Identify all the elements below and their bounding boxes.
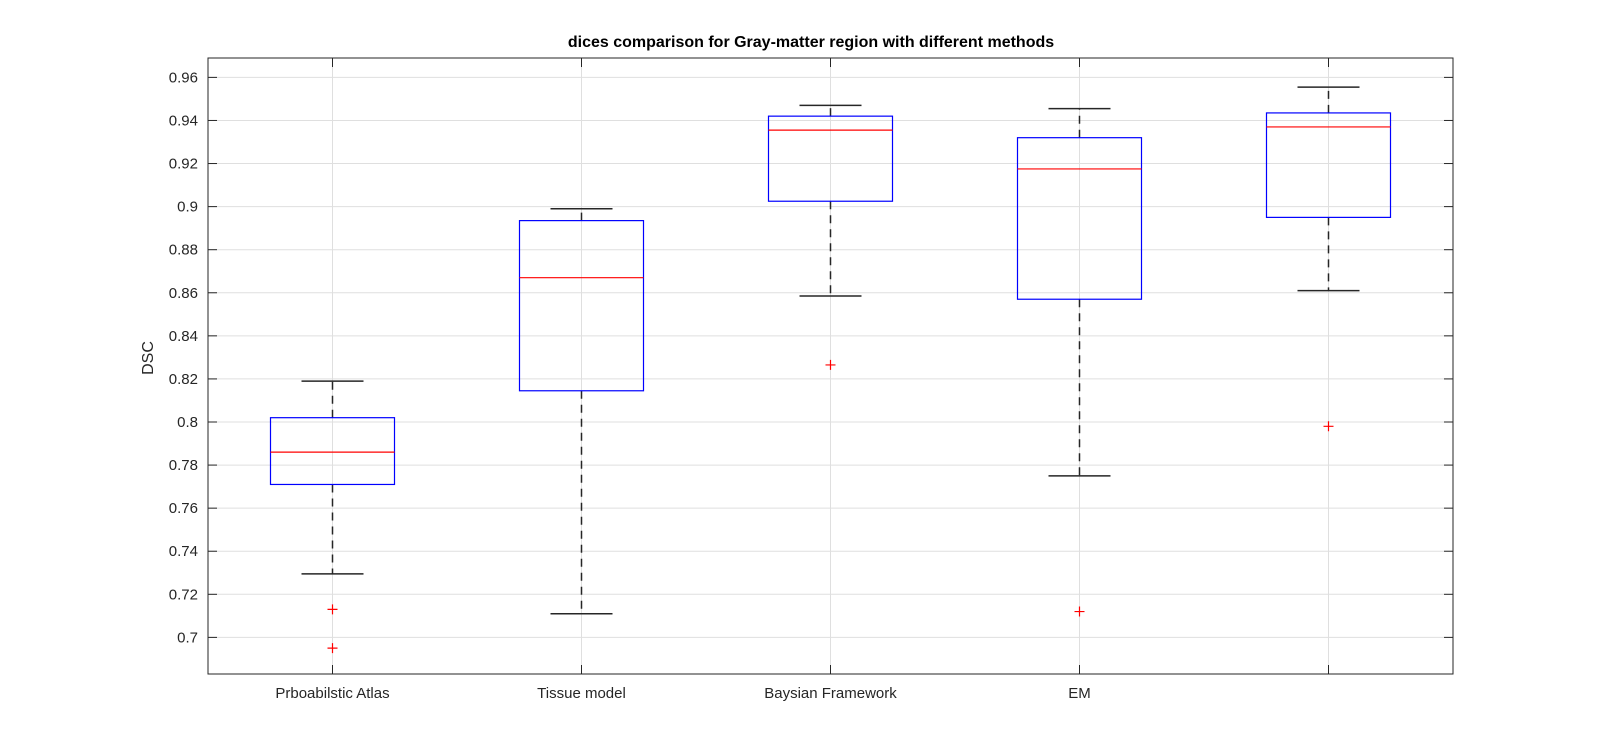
y-tick-label: 0.86	[169, 285, 198, 302]
x-tick-label: Baysian Framework	[764, 685, 897, 702]
box-layer	[269, 86, 1392, 654]
box-group	[269, 380, 396, 654]
outlier-marker	[1074, 606, 1085, 617]
box-group	[767, 104, 894, 370]
box-group	[1265, 86, 1392, 432]
tick-layer: 0.7 0.72 0.74 0.76 0.78 0.8 0.82 0.84 0.86 0.88 0.…	[169, 58, 1453, 702]
outlier-marker	[327, 604, 338, 615]
x-tick-label: Prboabilstic Atlas	[275, 685, 389, 702]
box-iqr	[1016, 137, 1143, 300]
chart-title: dices comparison for Gray-matter region …	[568, 34, 1054, 51]
outlier-marker	[327, 643, 338, 654]
x-tick-label: EM	[1068, 685, 1091, 702]
box-group	[1016, 107, 1143, 617]
y-tick-label: 0.8	[177, 414, 198, 431]
y-tick-label: 0.7	[177, 629, 198, 646]
y-tick-label: 0.92	[169, 156, 198, 173]
y-tick-label: 0.76	[169, 500, 198, 517]
outlier-marker	[1323, 421, 1334, 432]
x-tick-label: Tissue model	[537, 685, 626, 702]
y-tick-label: 0.78	[169, 457, 198, 474]
y-axis-label: DSC	[140, 341, 157, 375]
grid-layer	[208, 58, 1453, 674]
y-tick-label: 0.72	[169, 586, 198, 603]
box-iqr	[269, 417, 396, 486]
y-tick-label: 0.88	[169, 242, 198, 259]
y-tick-label: 0.82	[169, 371, 198, 388]
y-tick-label: 0.96	[169, 69, 198, 86]
outlier-marker	[825, 359, 836, 370]
box-iqr	[518, 220, 645, 392]
y-tick-label: 0.9	[177, 199, 198, 216]
box-iqr	[767, 115, 894, 202]
y-tick-label: 0.84	[169, 328, 198, 345]
y-tick-label: 0.74	[169, 543, 198, 560]
y-tick-label: 0.94	[169, 112, 198, 129]
box-group	[518, 208, 645, 615]
box-iqr	[1265, 112, 1392, 218]
